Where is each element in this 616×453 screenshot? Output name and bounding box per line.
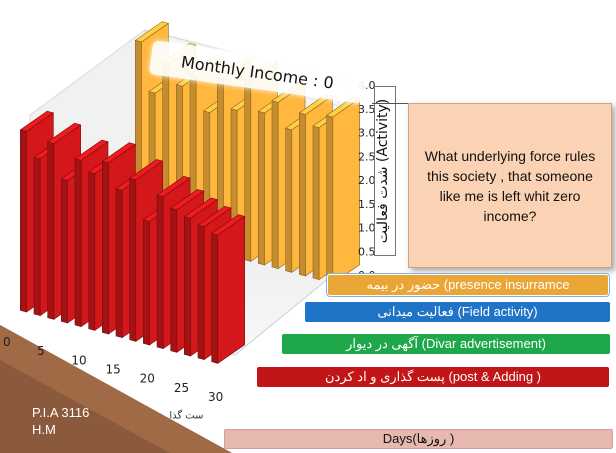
bar-top (134, 21, 170, 43)
bar-front (170, 207, 178, 353)
bar-front (271, 100, 279, 270)
base-wedge-highlight (0, 325, 232, 453)
bar-top (183, 197, 219, 219)
bar-front (299, 112, 306, 277)
x-tick-label: 30 (208, 390, 223, 404)
bar-front (156, 194, 164, 350)
z-tick-label: 0.5 (358, 245, 376, 258)
x-tick-label: 25 (174, 381, 189, 395)
x-tick-label: 10 (71, 353, 86, 367)
credit-label: P.I.A 3116 H.M (32, 404, 142, 438)
bar-top (169, 189, 205, 211)
bar-top (46, 122, 82, 144)
z-tick-label: 1.5 (358, 198, 376, 211)
bar-layer (19, 21, 361, 364)
bar-front (285, 127, 293, 273)
bar-top (74, 139, 109, 161)
question-connector (372, 103, 408, 104)
bar-front (115, 188, 123, 339)
bar-front (129, 177, 137, 342)
z-tick-label: 2.0 (358, 174, 376, 187)
bar-front (312, 125, 320, 281)
bar-front (33, 156, 41, 317)
bar-front (20, 129, 27, 313)
credit-line-1: P.I.A 3116 (32, 405, 90, 420)
credit-line-2: H.M (32, 422, 56, 437)
bar-front (258, 110, 265, 266)
legend-post-adding: پست گذاری و اد کردن (post & Adding ) (257, 367, 609, 387)
bar-top (156, 176, 191, 197)
bar-front (74, 158, 82, 328)
series-4-bars (19, 110, 246, 364)
bar-front (184, 216, 191, 357)
bar-front (47, 141, 55, 320)
bar-front (211, 233, 219, 364)
x-tick-label: 5 (37, 344, 45, 358)
bar-side (332, 97, 360, 284)
legend-presence-insurance: حضور در بیمه (presence insurramce (328, 275, 608, 295)
z-axis-label: شدت فعالیت (Activity) (374, 86, 396, 256)
bar-front (102, 160, 109, 335)
z-tick-label: 3.5 (358, 103, 376, 116)
legend-days: Days(روزها ) (224, 429, 613, 449)
x-axis-label-fragment: ست گذا (169, 409, 203, 421)
legend-divar-advertisement: آگهی در دیوار (Divar advertisement) (282, 334, 610, 354)
bar-top (128, 159, 164, 181)
x-tick-label: 0 (3, 335, 11, 349)
bar-top (197, 206, 232, 227)
bar-top (210, 214, 246, 236)
bar-front (197, 224, 205, 361)
z-tick-label: 1.0 (358, 222, 376, 235)
z-tick-label: 3.0 (358, 127, 376, 140)
bar-top (19, 110, 55, 132)
x-tick-label: 15 (106, 363, 121, 377)
bar-front (326, 115, 334, 284)
bar-front (244, 78, 252, 262)
bar-front (61, 178, 68, 324)
bar-side (217, 215, 245, 364)
bar-top (101, 142, 137, 164)
question-box: What underlying force rules this society… (408, 103, 612, 268)
question-text: What underlying force rules this society… (424, 147, 596, 224)
bar-front (88, 171, 96, 331)
z-tick-label: 2.5 (358, 150, 376, 163)
x-tick-label: 20 (140, 372, 155, 386)
bar-front (143, 219, 150, 346)
legend-field-activity: فعالیت میدانی (Field activity) (305, 302, 610, 322)
